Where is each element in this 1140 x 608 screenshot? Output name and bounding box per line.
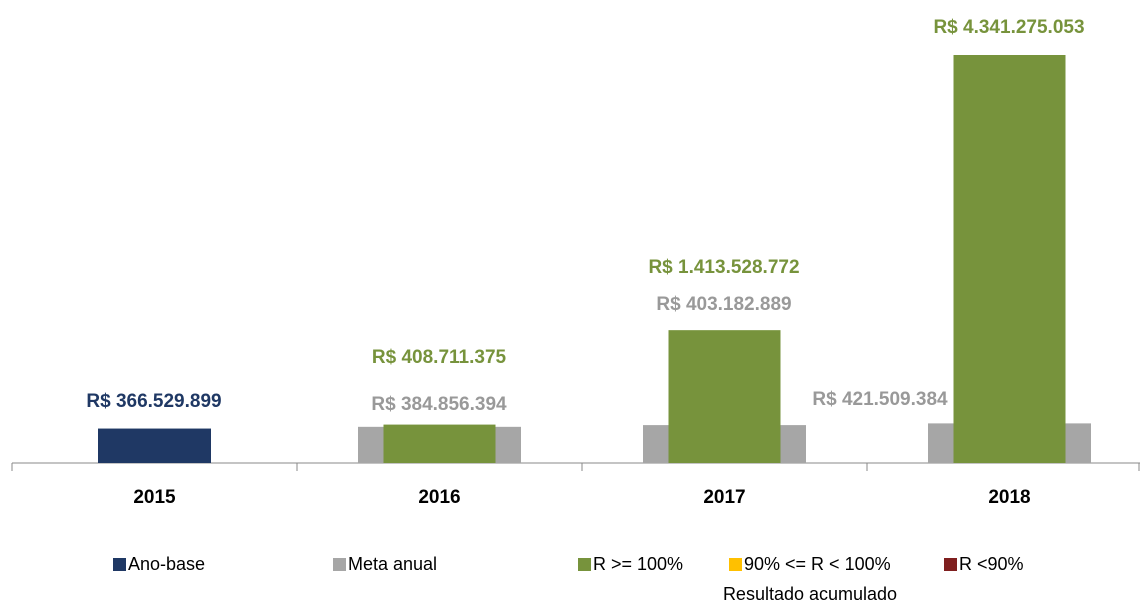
- x-tick-label: 2018: [988, 487, 1030, 508]
- data-label: R$ 421.509.384: [812, 389, 948, 410]
- x-tick-label: 2015: [133, 487, 176, 508]
- x-tick-label: 2017: [703, 487, 745, 508]
- legend-label: 90% <= R < 100%: [744, 554, 891, 574]
- data-label: R$ 403.182.889: [656, 294, 791, 315]
- bar: [668, 330, 781, 463]
- legend-label: Ano-base: [128, 554, 205, 574]
- data-label: R$ 408.711.375: [372, 347, 507, 368]
- bar: [953, 55, 1066, 463]
- legend-swatch: [113, 558, 126, 571]
- legend-label: R >= 100%: [593, 554, 683, 574]
- legend-swatch: [578, 558, 591, 571]
- legend-label: Meta anual: [348, 554, 437, 574]
- bar: [98, 428, 211, 463]
- x-tick-label: 2016: [418, 487, 460, 508]
- legend-swatch: [944, 558, 957, 571]
- data-label: R$ 384.856.394: [371, 394, 507, 415]
- data-label: R$ 1.413.528.772: [648, 257, 799, 278]
- data-label: R$ 366.529.899: [86, 391, 221, 412]
- legend-title: Resultado acumulado: [723, 584, 897, 604]
- legend-label: R <90%: [959, 554, 1024, 574]
- data-label: R$ 4.341.275.053: [933, 17, 1084, 38]
- bar: [383, 424, 496, 463]
- legend-swatch: [333, 558, 346, 571]
- legend-swatch: [729, 558, 742, 571]
